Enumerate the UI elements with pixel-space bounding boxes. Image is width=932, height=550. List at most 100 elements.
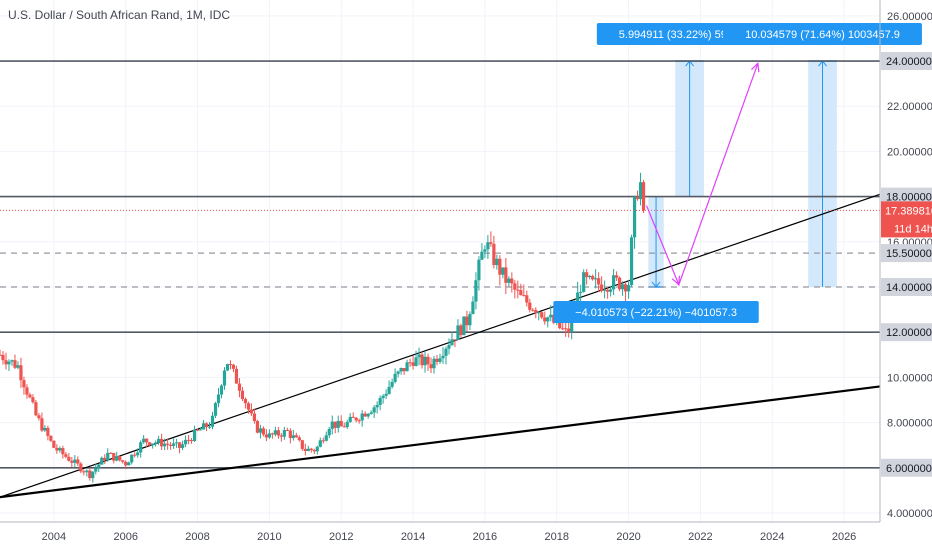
candle-body [594, 278, 598, 280]
candle-body [267, 433, 271, 438]
x-tick-label: 2008 [185, 531, 209, 543]
candle-body [612, 275, 616, 290]
candle-body [435, 358, 439, 362]
candle-body [76, 459, 80, 464]
candle-body [204, 423, 209, 428]
candle-body [606, 289, 610, 292]
candle-body [46, 427, 50, 436]
candle-body [285, 430, 289, 432]
candle-body [151, 443, 155, 446]
candle-body [145, 438, 149, 443]
candle-body [626, 285, 631, 292]
candle-body [246, 403, 251, 410]
candle-body [414, 357, 418, 366]
candle-body [444, 348, 448, 356]
candle-body [130, 454, 134, 463]
candle-body [333, 421, 337, 428]
candle-body [528, 302, 532, 310]
candle-body [450, 339, 454, 346]
candle-body [186, 439, 191, 441]
candle-body [597, 278, 601, 285]
candle-body [315, 446, 319, 452]
candle-body [249, 409, 254, 414]
candle-body [372, 407, 376, 413]
level-tag-bg [881, 277, 932, 296]
candle-body [641, 182, 646, 211]
candle-body [345, 422, 349, 428]
candle-body [513, 283, 517, 290]
candle-body [303, 448, 307, 452]
candle-body [67, 456, 71, 461]
candle-body [510, 278, 514, 284]
chart-title: U.S. Dollar / South African Rand, 1M, ID… [8, 8, 231, 22]
candle-body [438, 358, 442, 362]
candle-body [629, 237, 634, 286]
candle-body [603, 289, 607, 291]
candle-body [31, 397, 35, 403]
candle-body [591, 275, 595, 280]
candle-body [85, 470, 89, 473]
candle-body [43, 427, 47, 431]
candle-body [166, 443, 170, 445]
candle-body [330, 421, 334, 429]
candle-body [357, 420, 361, 422]
x-tick-label: 2012 [329, 531, 353, 543]
candle-body [100, 457, 104, 465]
candle-body [279, 435, 283, 437]
candle-body [201, 423, 206, 430]
candle-body [369, 412, 373, 414]
measure-label-bg [723, 23, 922, 46]
last-price-tag: 17.389810 [885, 205, 932, 217]
candle-body [228, 364, 233, 366]
candle-body [231, 364, 236, 369]
candle-body [222, 370, 227, 386]
candle-body [198, 429, 203, 431]
candle-body [399, 368, 403, 372]
candle-body [13, 360, 17, 368]
candle-body [471, 301, 475, 315]
candle-body [546, 317, 550, 322]
candle-body [225, 364, 230, 371]
candle-body [297, 437, 301, 441]
last-price-tag-bg [881, 201, 932, 238]
candle-body [366, 413, 370, 417]
candle-body [522, 295, 526, 297]
candle-body [617, 277, 622, 290]
candle-body [408, 362, 412, 364]
x-tick-label: 2004 [42, 531, 66, 543]
candle-body [276, 430, 280, 436]
trend-line [0, 385, 881, 499]
candle-body [22, 380, 26, 388]
candle-body [519, 290, 523, 296]
candle-body [258, 428, 263, 433]
candle-body [360, 413, 364, 421]
candle-body [207, 426, 212, 428]
candle-body [243, 399, 248, 404]
candle-body [486, 242, 490, 250]
x-tick-label: 2020 [616, 531, 640, 543]
candle-body [582, 272, 586, 292]
candle-body [106, 452, 110, 461]
projection-arrowhead [751, 61, 760, 73]
level-tag-bg [881, 244, 932, 263]
candle-body [189, 440, 194, 442]
candle-body [501, 267, 505, 275]
candle-body [534, 310, 538, 314]
candle-body [174, 442, 179, 444]
candle-body [55, 447, 59, 451]
candle-body [489, 242, 493, 244]
candle-body [28, 394, 32, 398]
candle-body [324, 435, 328, 441]
candle-body [396, 371, 400, 374]
candle-body [219, 385, 224, 395]
measure-label: 10.034579 (71.64%) 1003457.9 [745, 29, 900, 41]
level-tag-bg [881, 458, 932, 477]
level-tag: 12.000000 [886, 327, 932, 339]
candle-body [561, 328, 565, 330]
candle-body [384, 393, 388, 396]
candle-body [378, 398, 382, 405]
candle-body [498, 258, 502, 275]
candle-body [61, 448, 65, 455]
